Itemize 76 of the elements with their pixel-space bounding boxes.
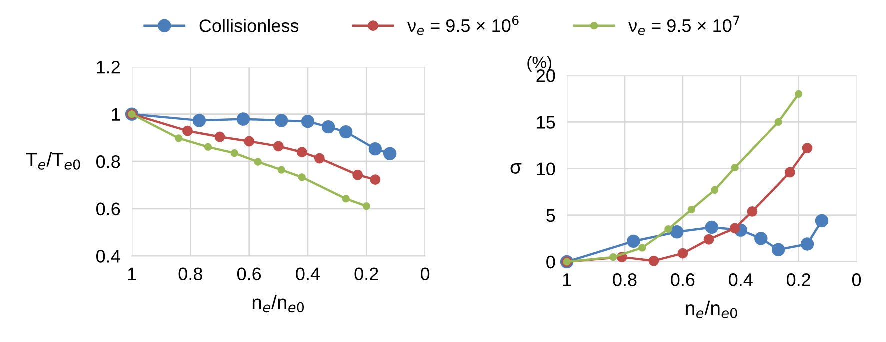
y-tick-label: 1 bbox=[112, 108, 120, 121]
y-axis-title: σ bbox=[510, 164, 522, 174]
y-tick-label: 1.2 bbox=[97, 60, 120, 74]
y-tick-label: 10 bbox=[537, 162, 556, 176]
point bbox=[730, 223, 740, 234]
y-tick-label: 15 bbox=[537, 116, 556, 129]
point bbox=[244, 136, 255, 147]
x-tick-label: 0.8 bbox=[178, 268, 202, 281]
point bbox=[774, 118, 782, 126]
point bbox=[314, 153, 325, 164]
point bbox=[802, 143, 813, 154]
x-tick-label: 0.4 bbox=[729, 274, 753, 286]
x-tick-label: 1 bbox=[128, 268, 136, 280]
x-tick-label: 0.6 bbox=[671, 274, 695, 286]
y-tick-label: 0 bbox=[546, 256, 556, 269]
point bbox=[731, 164, 739, 172]
text: (%) bbox=[528, 56, 552, 72]
y-tick-label: 0.4 bbox=[96, 250, 120, 263]
y-axis-title: T$_{e}$/T$_{e0}$ bbox=[26, 152, 80, 170]
point bbox=[747, 206, 758, 217]
x-tick-label: 0.4 bbox=[296, 268, 320, 281]
point bbox=[182, 126, 193, 136]
point bbox=[296, 147, 308, 158]
x-axis-title: n$_{e}$/n$_{e0}$ bbox=[686, 300, 738, 318]
point bbox=[638, 244, 646, 252]
x-tick-label: 0 bbox=[852, 274, 862, 286]
point bbox=[362, 202, 370, 210]
x-tick-label: 1 bbox=[563, 274, 572, 286]
point bbox=[678, 248, 688, 259]
point bbox=[795, 90, 803, 98]
y-tick-label: 0.8 bbox=[96, 156, 120, 168]
y-tick-label: 5 bbox=[546, 209, 556, 222]
x-tick-label: 0.6 bbox=[237, 268, 262, 281]
point bbox=[772, 243, 786, 256]
point bbox=[175, 134, 183, 142]
point bbox=[340, 125, 353, 139]
point bbox=[705, 220, 718, 234]
point bbox=[800, 238, 814, 251]
point bbox=[627, 234, 640, 248]
point bbox=[274, 114, 288, 128]
point bbox=[648, 256, 660, 266]
point bbox=[754, 232, 768, 246]
point bbox=[342, 195, 350, 203]
point bbox=[664, 226, 672, 234]
point bbox=[254, 158, 262, 166]
y-tick-label: 0.6 bbox=[96, 202, 120, 216]
x-tick-label: 0.2 bbox=[786, 274, 810, 286]
legend-label: ν$_{e}$ = 9.5 × 10$^{6}$ bbox=[408, 16, 519, 36]
point bbox=[298, 174, 306, 182]
point bbox=[204, 143, 212, 151]
point bbox=[301, 115, 315, 128]
point bbox=[688, 206, 696, 214]
x-tick-label: 0.2 bbox=[354, 268, 378, 281]
point bbox=[610, 253, 618, 262]
legend-label: ν$_{e}$ = 9.5 × 10$^{7}$ bbox=[628, 16, 740, 36]
point bbox=[383, 147, 397, 160]
point bbox=[784, 167, 796, 178]
point bbox=[352, 170, 364, 180]
point bbox=[370, 174, 381, 186]
point bbox=[230, 150, 238, 158]
x-axis-title: n$_{e}$/n$_{e0}$ bbox=[252, 295, 304, 313]
y-tick-label: 20 bbox=[536, 70, 556, 82]
point bbox=[322, 120, 336, 134]
x-tick-label: 0 bbox=[420, 268, 430, 281]
point bbox=[192, 114, 206, 128]
point bbox=[273, 141, 284, 152]
point bbox=[704, 234, 714, 245]
point bbox=[236, 112, 250, 126]
x-tick-label: 0.8 bbox=[613, 274, 637, 286]
legend-label: Collisionless bbox=[200, 19, 299, 32]
point bbox=[278, 166, 286, 174]
point bbox=[214, 132, 226, 142]
point bbox=[670, 226, 684, 239]
point bbox=[815, 214, 829, 228]
point bbox=[710, 186, 719, 194]
point bbox=[368, 142, 382, 156]
